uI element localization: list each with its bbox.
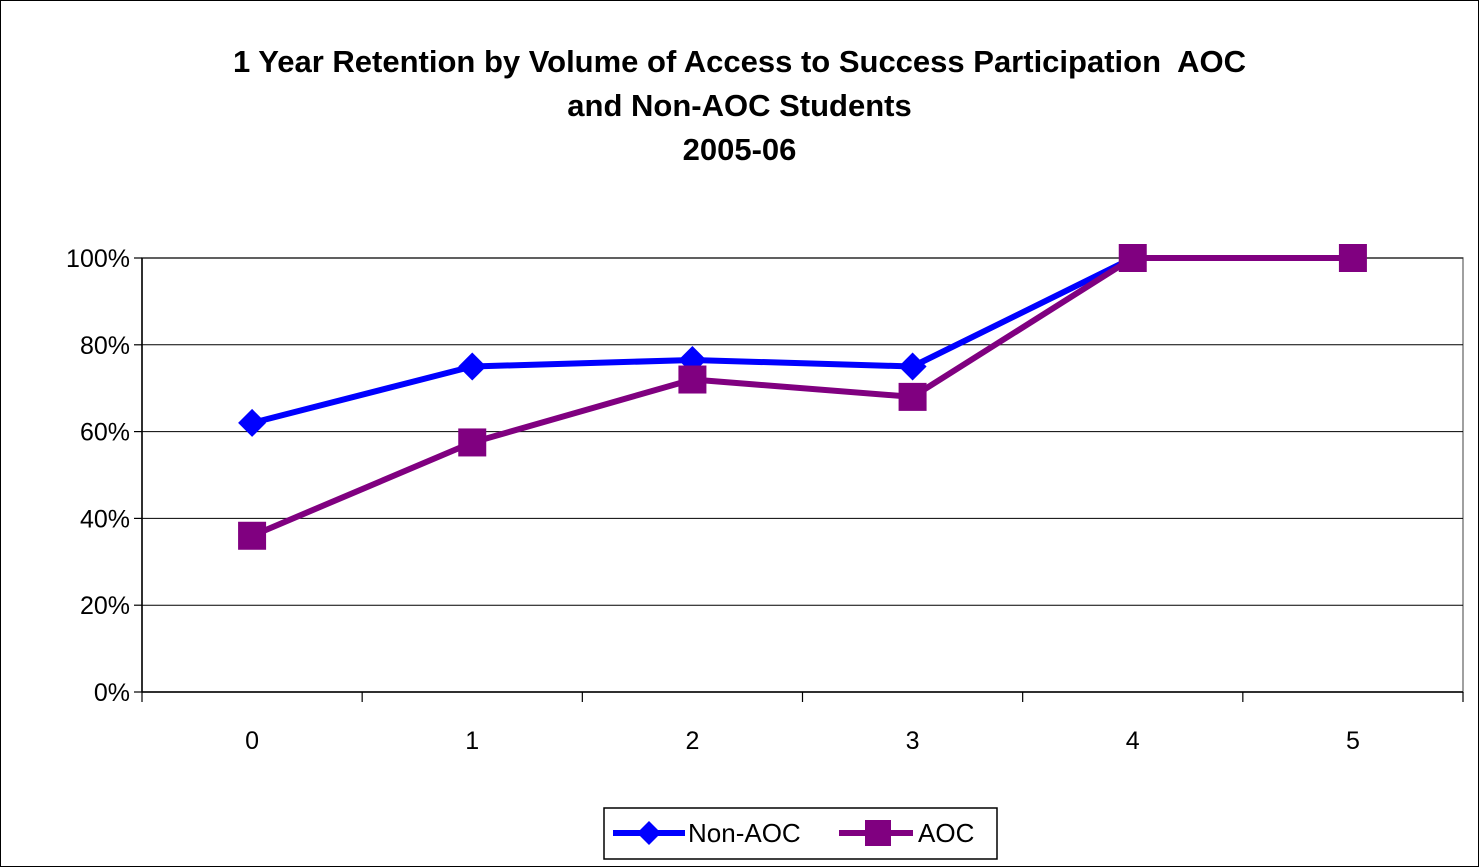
axes bbox=[134, 257, 1464, 702]
y-tick-label: 60% bbox=[80, 419, 130, 447]
chart-title: 1 Year Retention by Volume of Access to … bbox=[0, 40, 1479, 172]
legend-label-aoc: AOC bbox=[918, 818, 974, 848]
tick-labels: 0% 20% 40% 60% 80% 100% 0 1 2 3 4 5 bbox=[66, 245, 1360, 755]
x-tick-label: 2 bbox=[685, 727, 699, 755]
plot-area bbox=[141, 257, 1464, 693]
data-point-aoc bbox=[678, 365, 707, 394]
legend-swatch-marker-aoc bbox=[865, 820, 891, 846]
chart-title-line-2: and Non-AOC Students bbox=[567, 88, 912, 123]
x-tick-label: 5 bbox=[1346, 727, 1360, 755]
series-layer bbox=[238, 244, 1367, 550]
gridlines bbox=[142, 257, 1463, 606]
series-line-aoc bbox=[250, 255, 1353, 539]
data-point-aoc bbox=[238, 521, 267, 550]
data-point-aoc bbox=[898, 382, 927, 411]
legend-swatch-marker-non-aoc bbox=[637, 821, 661, 845]
y-tick-label: 80% bbox=[80, 332, 130, 360]
x-tick-label: 1 bbox=[465, 727, 479, 755]
data-point-aoc bbox=[1118, 244, 1147, 272]
y-tick-label: 100% bbox=[66, 245, 130, 273]
y-tick-label: 20% bbox=[80, 592, 130, 620]
legend: Non-AOC AOC bbox=[603, 807, 998, 860]
y-tick-label: 0% bbox=[94, 679, 130, 707]
x-tick-label: 4 bbox=[1126, 727, 1140, 755]
legend-label-non-aoc: Non-AOC bbox=[688, 818, 801, 848]
chart-title-line-1: 1 Year Retention by Volume of Access to … bbox=[233, 44, 1246, 79]
data-point-non-aoc bbox=[458, 352, 487, 381]
data-point-non-aoc bbox=[898, 352, 927, 381]
x-tick-label: 0 bbox=[245, 727, 259, 755]
data-point-aoc bbox=[1338, 244, 1367, 272]
x-tick-label: 3 bbox=[906, 727, 920, 755]
data-point-non-aoc bbox=[238, 408, 267, 437]
y-tick-label: 40% bbox=[80, 505, 130, 533]
data-point-aoc bbox=[458, 428, 487, 457]
chart-title-line-3: 2005-06 bbox=[682, 132, 797, 167]
